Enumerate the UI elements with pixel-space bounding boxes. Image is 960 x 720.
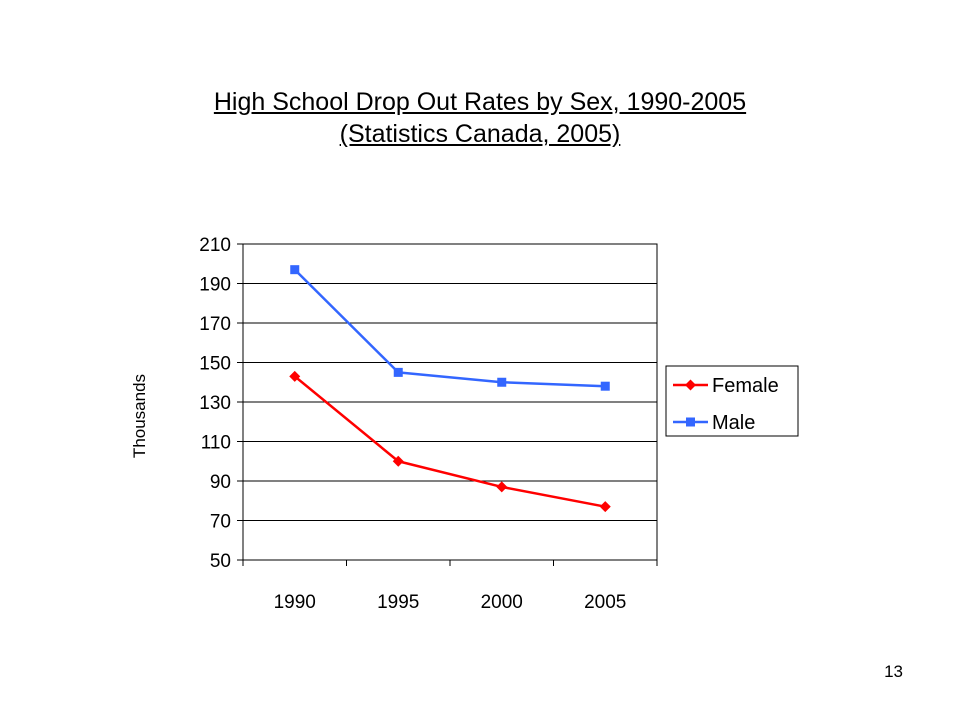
x-tick-label: 2005 <box>584 592 626 613</box>
y-tick-label: 190 <box>199 275 231 296</box>
male-point <box>497 377 507 387</box>
female-point <box>496 481 508 493</box>
y-axis: 50 70 90 110 130 150 170 190 210 <box>199 235 243 572</box>
female-point <box>289 370 301 382</box>
series-male <box>290 265 610 391</box>
legend: Female Male <box>665 365 799 437</box>
y-tick-label: 110 <box>201 433 231 454</box>
y-tick-label: 50 <box>210 551 231 572</box>
x-tick-label: 1995 <box>377 592 419 613</box>
male-point <box>290 265 300 275</box>
legend-label: Male <box>712 412 755 434</box>
gridlines <box>243 283 657 521</box>
title-line-1: High School Drop Out Rates by Sex, 1990-… <box>213 88 747 116</box>
x-tick-label: 1990 <box>274 592 316 613</box>
y-tick-label: 130 <box>199 393 231 414</box>
y-tick-label: 150 <box>199 354 231 375</box>
y-tick-label: 90 <box>210 472 231 493</box>
female-line <box>293 375 606 508</box>
legend-marker <box>685 379 696 391</box>
male-line <box>293 268 606 388</box>
male-point <box>600 381 610 391</box>
female-point <box>599 501 611 513</box>
legend-label: Female <box>712 375 779 397</box>
page-number: 13 <box>884 662 903 681</box>
series-female <box>289 370 611 513</box>
legend-item-male: Male <box>673 412 755 434</box>
y-tick-label: 70 <box>210 512 231 533</box>
y-tick-label: 210 <box>199 235 231 256</box>
title-line-2: (Statistics Canada, 2005) <box>339 120 621 148</box>
series <box>289 265 611 513</box>
legend-marker <box>686 417 695 427</box>
legend-item-female: Female <box>673 375 779 397</box>
x-tick-label: 2000 <box>481 592 523 613</box>
female-point <box>392 455 404 467</box>
y-axis-label: Thousands <box>130 374 149 458</box>
chart-title: High School Drop Out Rates by Sex, 1990-… <box>0 86 960 150</box>
male-point <box>393 367 403 377</box>
y-tick-label: 170 <box>199 314 231 335</box>
x-axis: 1990 1995 2000 2005 <box>242 560 658 613</box>
